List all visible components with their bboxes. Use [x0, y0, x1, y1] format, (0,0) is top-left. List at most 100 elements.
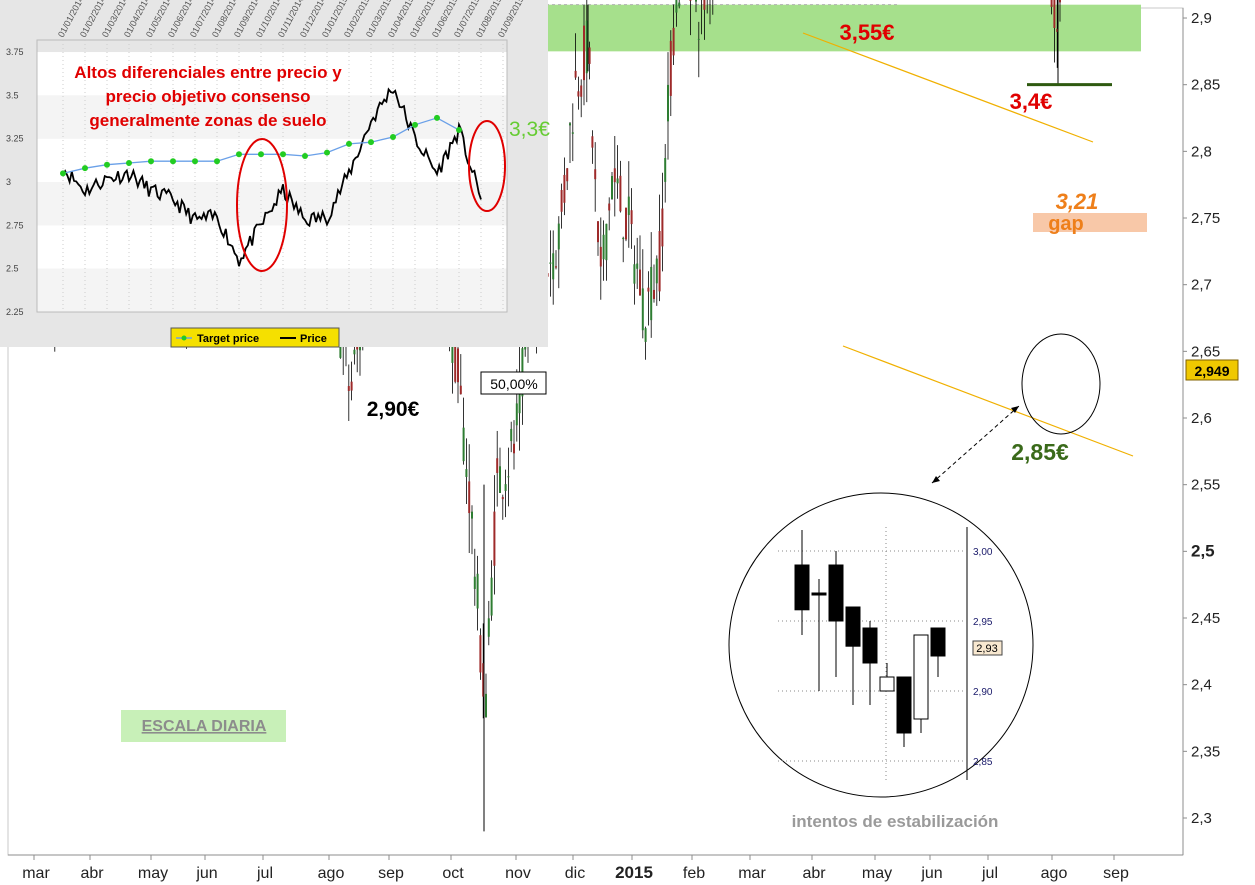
candle-body: [653, 289, 655, 299]
candle-body: [695, 0, 697, 2]
candle-body: [350, 381, 353, 391]
inset-price-line: [62, 87, 482, 267]
candle-body: [678, 2, 681, 7]
candle-body: [468, 481, 471, 514]
x-tick-label: jun: [920, 865, 942, 882]
zoom-candle-body: [811, 592, 827, 596]
candle-body: [608, 203, 611, 211]
inset-target-point: [280, 151, 286, 158]
inset-target-point: [258, 151, 264, 158]
candle-body: [459, 385, 462, 395]
inset-plot-border: [36, 39, 508, 313]
candle-body: [672, 27, 675, 56]
candle-body: [644, 328, 647, 342]
low-label: 2,85€: [1011, 439, 1069, 465]
candle-body: [473, 576, 476, 589]
inset-target-point: [434, 114, 440, 121]
candle-body: [487, 618, 490, 637]
inset-target-point: [126, 159, 132, 166]
candle-body: [613, 168, 616, 183]
inset-band: [37, 268, 507, 312]
candle-body: [650, 266, 653, 321]
candle-body: [513, 443, 515, 454]
inset-target-point: [390, 133, 396, 140]
y-tick-label: 2,85: [1191, 77, 1220, 94]
inset-band-alt: [37, 52, 507, 96]
candle-body: [482, 663, 485, 697]
inset-target-point: [302, 153, 308, 160]
inset-legend-box: [170, 327, 340, 348]
x-tick-label: jul: [256, 865, 273, 882]
inset-target-point: [346, 140, 352, 147]
candle-body: [485, 693, 487, 718]
last-price-label: 2,949: [1194, 363, 1229, 379]
candle-body: [549, 262, 552, 264]
candle-body: [616, 178, 619, 184]
candle-body: [339, 345, 342, 358]
y-tick-label: 2,45: [1191, 610, 1220, 627]
inset-y-tick-label: 3: [6, 177, 11, 187]
zoom-candle-body: [896, 676, 912, 734]
x-tick-label: 2015: [615, 863, 653, 882]
x-axis: mar abr may jun jul ago sep oct nov dic 2015 feb mar…: [8, 854, 1183, 882]
inset-target-point: [324, 149, 330, 156]
zoom-candle-body: [879, 676, 895, 692]
inset-y-tick-label: 2.25: [6, 307, 24, 317]
candle-body: [697, 38, 700, 40]
high-1-label: 3,55€: [839, 20, 894, 45]
inset-target-point: [60, 170, 66, 177]
y-tick-label: 2,4: [1191, 677, 1212, 694]
candle-body: [605, 223, 608, 261]
x-tick-label: dic: [565, 865, 585, 882]
candle-body: [356, 345, 359, 350]
inset-y-tick-label: 2.75: [6, 220, 24, 230]
candle-body: [639, 269, 641, 296]
price-vs-target-inset: 01/01/201401/02/201401/03/201401/04/2014…: [0, 0, 550, 348]
candle-body: [1053, 0, 1056, 28]
inset-y-tick-label: 3.5: [6, 90, 19, 100]
inset-band-alt: [37, 138, 507, 183]
candle-body: [636, 263, 639, 269]
last-price-tag: [1185, 359, 1239, 381]
candle-body: [599, 246, 602, 267]
zoom-candle-body: [794, 564, 810, 611]
candle-body: [633, 264, 636, 284]
zoom-y-tick-label: 3,00: [973, 547, 993, 558]
recent-zone-circle: [1021, 333, 1101, 435]
candle-body: [560, 189, 563, 212]
candle-body: [641, 288, 644, 331]
candle-body: [507, 476, 510, 478]
inset-target-point: [104, 161, 110, 168]
candle-body: [347, 386, 350, 391]
zoom-connector-arrow-top: [1011, 406, 1019, 413]
candle-body: [555, 266, 557, 268]
y-tick-label: 2,7: [1191, 277, 1212, 294]
zoom-candle-body: [845, 606, 861, 647]
inset-target-point: [236, 151, 242, 158]
scale-label: ESCALA DIARIA: [142, 718, 267, 735]
x-tick-label: mar: [22, 865, 50, 882]
inset-y-tick-label: 2.5: [6, 264, 19, 274]
candle-body: [689, 0, 692, 1]
candle-body: [625, 207, 627, 240]
candle-body: [661, 208, 664, 247]
candle-body: [493, 511, 496, 566]
inset-target-point: [82, 165, 88, 172]
y-tick-label: 2,65: [1191, 343, 1220, 360]
inset-target-point: [170, 158, 176, 165]
zoom-y-tick-label: 2,90: [973, 687, 993, 698]
inset-note-line: generalmente zonas de suelo: [89, 111, 326, 130]
inset-band: [37, 182, 507, 226]
x-tick-label: oct: [442, 865, 464, 882]
lower-trendline: [842, 345, 1134, 457]
inset-target-point: [368, 139, 374, 146]
inset-band-alt: [37, 225, 507, 269]
y-tick-label: 2,9: [1191, 10, 1212, 27]
x-tick-label: jun: [195, 865, 217, 882]
zoom-y-tick-label: 2,95: [973, 617, 993, 628]
candle-body: [655, 258, 658, 284]
candle-body: [588, 47, 591, 64]
scale-label-box: [121, 710, 286, 742]
x-tick-label: may: [862, 865, 892, 882]
inset-legend-target-label: Target price: [197, 333, 259, 345]
